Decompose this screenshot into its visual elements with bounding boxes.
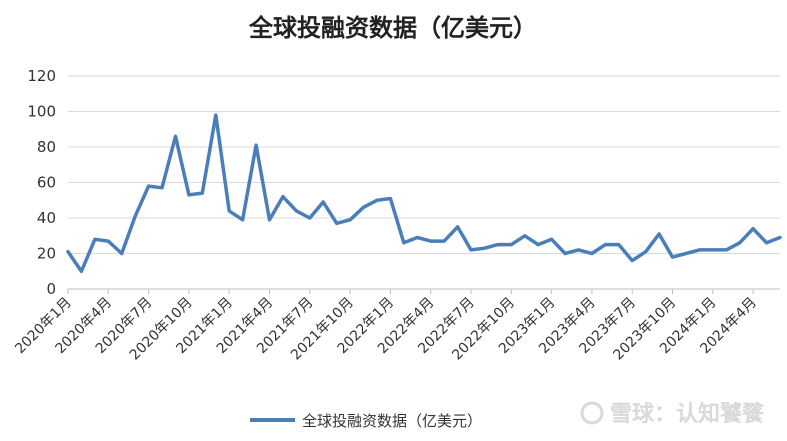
data-point — [147, 184, 151, 188]
y-tick-label: 40 — [37, 209, 56, 227]
data-point — [469, 248, 473, 252]
data-point — [200, 191, 204, 195]
data-point — [227, 209, 231, 213]
y-tick-label: 120 — [27, 67, 56, 85]
y-axis-ticks: 0 20 40 60 80 100 120 — [27, 67, 56, 298]
data-point — [133, 214, 137, 218]
data-point — [402, 241, 406, 245]
chart-title: 全球投融资数据（亿美元） — [248, 13, 537, 42]
data-point — [120, 252, 124, 255]
data-point — [630, 259, 634, 263]
legend: 全球投融资数据（亿美元） — [250, 412, 482, 430]
data-point — [335, 221, 339, 225]
data-point — [684, 252, 688, 255]
data-point — [308, 216, 312, 220]
data-point — [429, 239, 433, 243]
data-point — [765, 241, 769, 245]
data-point — [657, 232, 661, 236]
data-point — [536, 243, 540, 247]
data-point — [751, 227, 755, 231]
watermark-text: 雪球：认知饕餮 — [610, 401, 765, 427]
grid — [68, 75, 780, 254]
data-point — [388, 196, 392, 200]
data-point — [254, 143, 258, 147]
data-point — [241, 218, 245, 222]
data-point — [362, 205, 366, 209]
data-point — [671, 255, 675, 259]
data-point — [697, 248, 701, 252]
data-point — [375, 198, 379, 202]
data-point — [456, 225, 460, 229]
y-tick-label: 100 — [27, 103, 56, 121]
watermark-logo-icon — [580, 401, 604, 425]
series-lines — [66, 113, 782, 274]
data-point — [294, 209, 298, 213]
data-point — [724, 248, 728, 252]
data-point — [93, 237, 97, 241]
data-point — [563, 252, 567, 255]
data-point — [644, 250, 648, 254]
y-tick-label: 60 — [37, 174, 56, 192]
data-point — [66, 250, 70, 254]
y-tick-label: 0 — [46, 280, 56, 298]
data-point — [576, 248, 580, 252]
data-point — [442, 239, 446, 243]
data-point — [160, 186, 164, 190]
watermark: 雪球：认知饕餮 — [580, 401, 765, 427]
data-point — [590, 252, 594, 255]
series-line-0 — [66, 113, 782, 274]
data-point — [550, 237, 554, 241]
y-tick-label: 80 — [37, 138, 56, 156]
data-point — [778, 236, 782, 240]
data-point — [281, 195, 285, 199]
data-point — [214, 113, 218, 117]
data-point — [496, 243, 500, 247]
legend-label: 全球投融资数据（亿美元） — [302, 412, 482, 430]
data-point — [523, 234, 527, 238]
data-point — [268, 218, 272, 222]
data-point — [415, 236, 419, 240]
data-point — [321, 200, 325, 204]
data-point — [106, 239, 110, 243]
data-point — [79, 269, 83, 273]
y-tick-label: 20 — [37, 245, 56, 263]
data-point — [348, 218, 352, 222]
data-point — [617, 243, 621, 247]
data-point — [482, 246, 486, 250]
data-point — [738, 241, 742, 245]
data-point — [509, 243, 513, 247]
data-point — [173, 134, 177, 138]
x-axis-ticks: 2020年1月2020年4月2020年7月2020年10月2021年1月2021… — [12, 289, 760, 363]
data-point — [187, 193, 191, 197]
data-point — [711, 248, 715, 252]
data-point — [603, 243, 607, 247]
